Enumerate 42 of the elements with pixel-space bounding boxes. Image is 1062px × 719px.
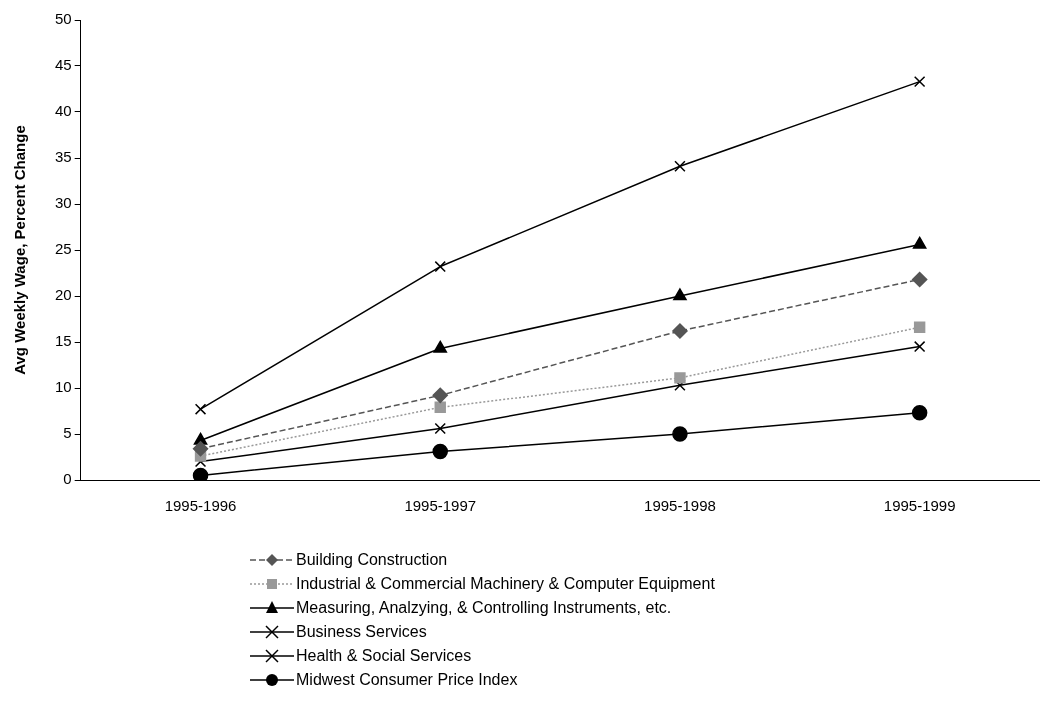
point: [432, 443, 448, 460]
legend-label: Building Construction: [296, 551, 448, 569]
y-tick-label: 5: [63, 424, 72, 442]
x-tick-label: 1995-1997: [404, 497, 477, 515]
point: [434, 401, 446, 414]
y-tick-label: 50: [55, 10, 72, 28]
point: [433, 340, 448, 353]
point: [674, 160, 686, 172]
point: [912, 236, 927, 249]
y-tick-label: 45: [55, 56, 72, 74]
y-tick-label: 10: [55, 378, 72, 396]
legend-label: Health & Social Services: [296, 647, 472, 665]
x-tick-label: 1995-1999: [883, 497, 956, 515]
y-tick-label: 0: [63, 470, 72, 488]
point: [913, 321, 926, 333]
legend-label: Measuring, Analzying, & Controlling Instruments, etc.: [296, 599, 672, 617]
point: [434, 260, 446, 273]
legend-label: Business Services: [296, 623, 427, 641]
point: [913, 75, 926, 88]
y-tick-label: 30: [55, 194, 72, 212]
legend-label: Midwest Consumer Price Index: [296, 671, 518, 689]
point: [434, 422, 446, 435]
point: [672, 426, 688, 442]
x-tick-label: 1995-1998: [644, 497, 716, 515]
y-tick-label: 25: [55, 240, 72, 258]
point: [672, 323, 688, 339]
point: [911, 271, 928, 288]
point: [913, 340, 926, 353]
point: [432, 387, 448, 404]
y-tick-label: 20: [55, 286, 72, 304]
point: [674, 372, 686, 384]
point: [192, 440, 209, 457]
x-tick-label: 1995-1996: [164, 497, 237, 515]
point: [194, 403, 207, 415]
y-tick-label: 35: [55, 148, 72, 166]
y-axis-title: Avg Weekly Wage, Percent Change: [11, 125, 29, 375]
y-tick-label: 15: [55, 332, 72, 350]
point: [673, 288, 687, 301]
point: [192, 467, 209, 480]
point: [911, 405, 928, 421]
legend-label: Industrial & Commercial Machinery & Computer Equipment: [296, 575, 715, 593]
y-tick-label: 40: [55, 102, 72, 120]
